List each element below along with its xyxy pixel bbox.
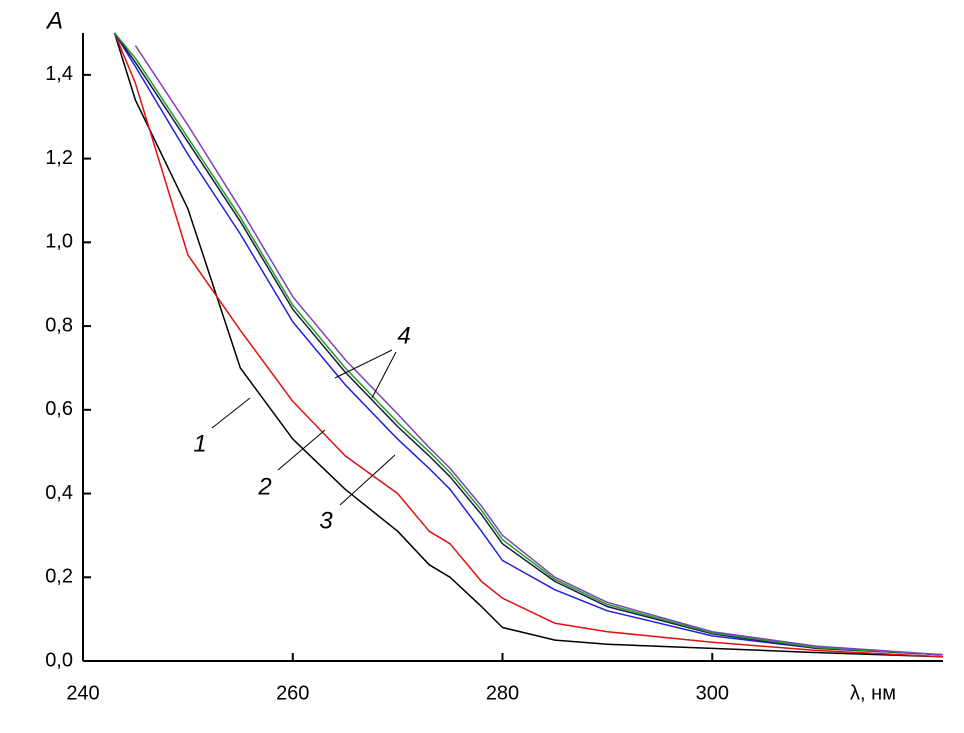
y-tick-label: 0,8 — [45, 314, 73, 336]
y-tick-label: 0,0 — [45, 649, 73, 671]
leader-line — [211, 397, 251, 429]
curve-label: 2 — [257, 473, 271, 500]
curve-label: 4 — [397, 322, 410, 349]
series-line — [113, 32, 944, 658]
y-axis-label: A — [45, 7, 63, 34]
series-line — [113, 32, 944, 656]
x-tick-label: 300 — [696, 682, 729, 704]
x-tick-label: 260 — [276, 682, 309, 704]
leader-line — [371, 351, 397, 399]
y-tick-label: 0,4 — [45, 482, 73, 504]
y-tick-label: 0,2 — [45, 566, 73, 588]
curve-label: 3 — [319, 507, 333, 534]
x-tick-label: 280 — [486, 682, 519, 704]
y-tick-label: 1,4 — [45, 63, 73, 85]
curve-label: 1 — [193, 430, 206, 457]
series-line — [113, 32, 944, 656]
y-tick-label: 0,6 — [45, 398, 73, 420]
leader-line — [277, 429, 326, 471]
x-axis-label: λ, нм — [850, 682, 896, 704]
y-tick-label: 1,2 — [45, 147, 73, 169]
x-tick-label: 240 — [66, 682, 99, 704]
series-line — [113, 32, 944, 656]
series-line — [134, 45, 944, 656]
y-tick-label: 1,0 — [45, 231, 73, 253]
leader-line — [334, 349, 393, 379]
series-line — [113, 32, 944, 658]
leader-line — [339, 454, 396, 506]
